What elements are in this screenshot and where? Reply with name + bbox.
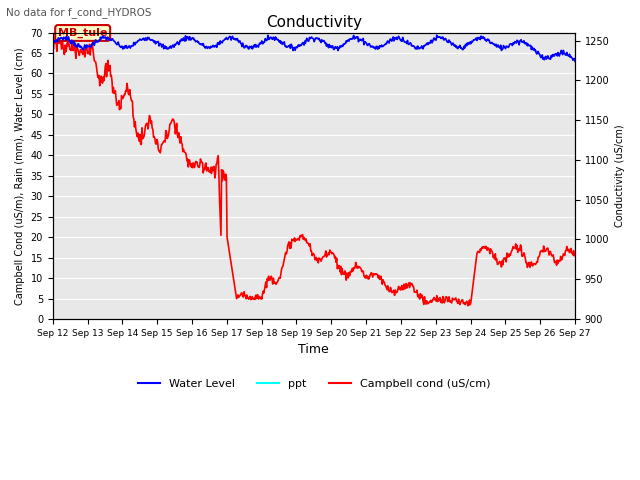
Title: Conductivity: Conductivity bbox=[266, 15, 362, 30]
Legend: Water Level, ppt, Campbell cond (uS/cm): Water Level, ppt, Campbell cond (uS/cm) bbox=[133, 375, 495, 394]
Text: No data for f_cond_HYDROS: No data for f_cond_HYDROS bbox=[6, 7, 152, 18]
Y-axis label: Campbell Cond (uS/m), Rain (mm), Water Level (cm): Campbell Cond (uS/m), Rain (mm), Water L… bbox=[15, 47, 25, 305]
Text: MB_tule: MB_tule bbox=[58, 28, 108, 38]
X-axis label: Time: Time bbox=[298, 343, 329, 356]
Y-axis label: Conductivity (uS/cm): Conductivity (uS/cm) bbox=[615, 124, 625, 227]
